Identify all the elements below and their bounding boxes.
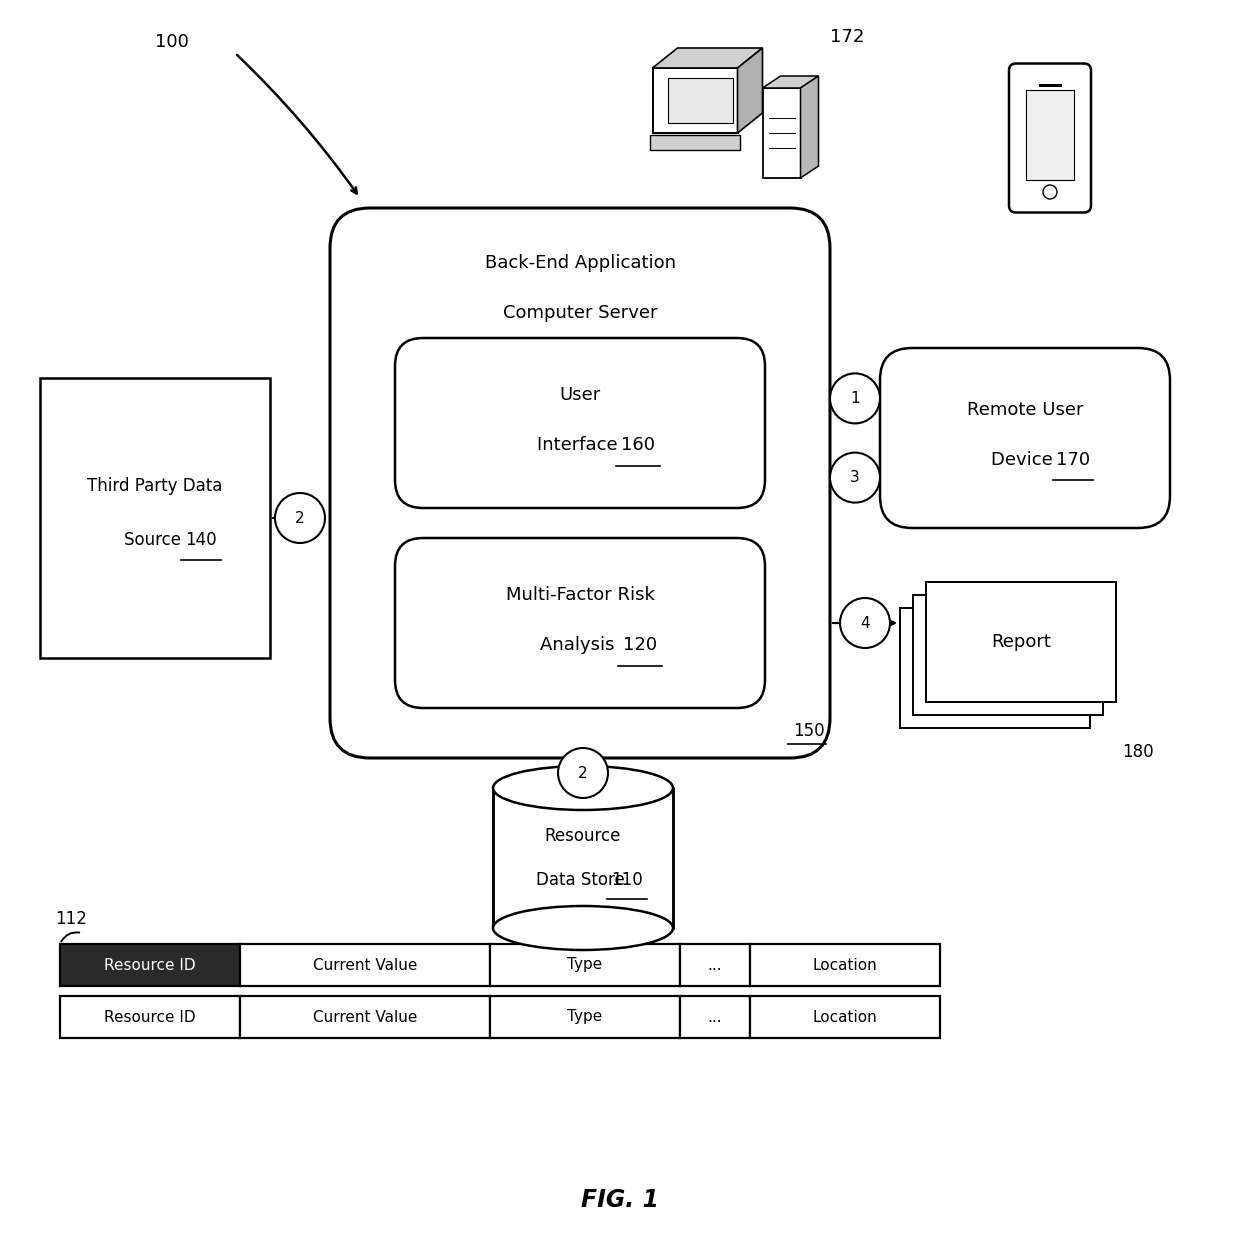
Bar	[667, 78, 733, 123]
Text: 180: 180	[1122, 743, 1153, 761]
Text: User: User	[559, 386, 600, 404]
Circle shape	[558, 748, 608, 799]
Text: Resource ID: Resource ID	[104, 957, 196, 973]
Bar	[241, 997, 490, 1037]
Bar	[60, 997, 241, 1037]
Bar	[680, 945, 750, 985]
Text: Device: Device	[991, 451, 1059, 469]
Text: Remote User: Remote User	[967, 401, 1084, 418]
Text: Source: Source	[124, 531, 186, 548]
FancyBboxPatch shape	[1009, 63, 1091, 213]
Circle shape	[1043, 184, 1056, 199]
Ellipse shape	[494, 906, 673, 950]
FancyBboxPatch shape	[880, 348, 1171, 527]
Bar	[680, 997, 750, 1037]
Polygon shape	[763, 76, 818, 88]
Bar	[490, 997, 680, 1037]
Ellipse shape	[494, 766, 673, 810]
Bar	[763, 88, 801, 178]
Text: 3: 3	[851, 470, 859, 485]
Text: 170: 170	[1056, 451, 1090, 469]
Bar	[40, 378, 270, 659]
Polygon shape	[652, 48, 763, 68]
Text: Third Party Data: Third Party Data	[87, 477, 223, 495]
Text: 1: 1	[851, 391, 859, 406]
Text: Computer Server: Computer Server	[502, 305, 657, 322]
Text: Type: Type	[568, 957, 603, 973]
Text: Current Value: Current Value	[312, 957, 417, 973]
Text: Resource ID: Resource ID	[104, 1009, 196, 1025]
Text: 120: 120	[622, 636, 657, 654]
Bar	[1025, 90, 1074, 180]
Circle shape	[839, 598, 890, 647]
Bar	[494, 789, 673, 928]
Text: 172: 172	[830, 28, 864, 46]
Bar	[750, 997, 940, 1037]
Circle shape	[830, 374, 880, 423]
Bar	[900, 608, 1090, 728]
Text: 150: 150	[794, 722, 825, 740]
Bar	[241, 945, 490, 985]
Circle shape	[275, 493, 325, 543]
Text: FIG. 1: FIG. 1	[582, 1188, 658, 1212]
Text: 112: 112	[55, 910, 87, 928]
Bar	[490, 945, 680, 985]
Text: Current Value: Current Value	[312, 1009, 417, 1025]
Text: Data Store: Data Store	[536, 872, 630, 889]
Polygon shape	[738, 48, 763, 132]
Text: Interface: Interface	[537, 436, 624, 454]
FancyBboxPatch shape	[396, 338, 765, 508]
FancyBboxPatch shape	[330, 208, 830, 758]
Text: ...: ...	[708, 1009, 723, 1025]
FancyBboxPatch shape	[396, 539, 765, 708]
Text: 4: 4	[861, 615, 869, 630]
Bar	[652, 68, 738, 132]
Text: Type: Type	[568, 1009, 603, 1025]
Text: ...: ...	[708, 957, 723, 973]
Text: 100: 100	[155, 33, 188, 51]
Text: Resource: Resource	[544, 827, 621, 846]
Bar	[926, 582, 1116, 702]
Text: 110: 110	[611, 872, 642, 889]
Bar	[650, 135, 739, 150]
Text: Multi-Factor Risk: Multi-Factor Risk	[506, 586, 655, 604]
Text: 2: 2	[578, 765, 588, 780]
Text: Location: Location	[812, 957, 878, 973]
Text: 160: 160	[621, 436, 655, 454]
Text: 2: 2	[295, 510, 305, 525]
Text: Report: Report	[991, 633, 1052, 651]
Text: Location: Location	[812, 1009, 878, 1025]
Polygon shape	[801, 76, 818, 178]
Bar	[60, 945, 241, 985]
Bar	[913, 595, 1104, 716]
Text: 140: 140	[185, 531, 217, 548]
Text: Analysis: Analysis	[539, 636, 620, 654]
Text: Back-End Application: Back-End Application	[485, 254, 676, 272]
Bar	[750, 945, 940, 985]
Circle shape	[830, 453, 880, 503]
